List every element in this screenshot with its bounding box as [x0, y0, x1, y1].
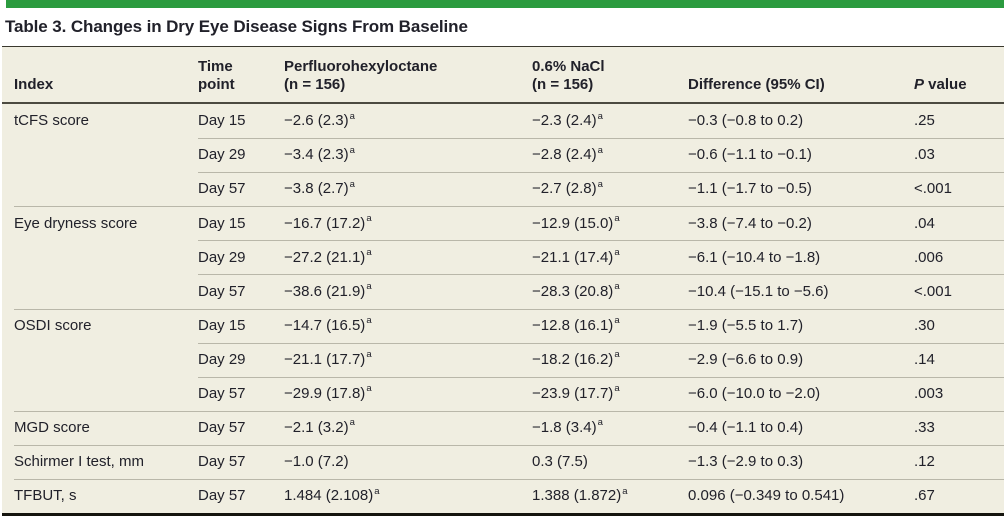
cell-index: [14, 138, 198, 172]
cell-nacl: 1.388 (1.872) a: [532, 479, 688, 513]
table-title: Table 3. Changes in Dry Eye Disease Sign…: [2, 8, 1004, 47]
accent-bar: [6, 0, 1004, 8]
cell-p: .003: [914, 376, 1004, 411]
cell-drug: 1.484 (2.108) a: [284, 479, 532, 513]
header-perfluorohexyloctane: Perfluorohexyloctane (n = 156): [284, 57, 438, 94]
cell-nacl: 0.3 (7.5): [532, 444, 688, 479]
cell-p: <.001: [914, 274, 1004, 308]
cell-diff: −10.4 (−15.1 to −5.6): [688, 274, 914, 308]
table-row: Day 29 −3.4 (2.3) a −2.8 (2.4) a −0.6 (−1.1 t…: [2, 138, 1004, 173]
cell-nacl: −1.8 (3.4) a: [532, 410, 688, 445]
table-row: Day 57 −3.8 (2.7) a −2.7 (2.8) a −1.1 (−1.7 t…: [2, 172, 1004, 207]
table-header-row: Index Time point Perfluorohexyloctane (n…: [2, 47, 1004, 104]
cell-drug: −29.9 (17.8) a: [284, 376, 532, 411]
table-row: Schirmer I test, mm Day 57 −1.0 (7.2) 0.3 (…: [2, 444, 1004, 480]
cell-index: OSDI score: [14, 308, 198, 343]
cell-p: .33: [914, 410, 1004, 445]
cell-diff: −1.1 (−1.7 to −0.5): [688, 172, 914, 206]
table-row: Day 57 −29.9 (17.8) a −23.9 (17.7) a −6.0 (−1…: [2, 376, 1004, 411]
cell-p: .12: [914, 444, 1004, 479]
table-row: Eye dryness score Day 15 −16.7 (17.2) a −12.…: [2, 206, 1004, 241]
cell-index: [14, 377, 198, 411]
cell-drug: −21.1 (17.7) a: [284, 342, 532, 377]
cell-drug: −2.1 (3.2) a: [284, 410, 532, 445]
table-row: Day 29 −21.1 (17.7) a −18.2 (16.2) a −2.9 (−6…: [2, 342, 1004, 377]
table-row: Day 29 −27.2 (21.1) a −21.1 (17.4) a −6.1 (−1…: [2, 240, 1004, 275]
cell-diff: −0.4 (−1.1 to 0.4): [688, 410, 914, 445]
cell-index: Eye dryness score: [14, 206, 198, 240]
cell-p: .30: [914, 308, 1004, 343]
cell-nacl: −23.9 (17.7) a: [532, 376, 688, 411]
header-nacl: 0.6% NaCl (n = 156): [532, 57, 605, 94]
header-index: Index: [14, 76, 54, 94]
cell-nacl: −28.3 (20.8) a: [532, 274, 688, 308]
cell-diff: −0.3 (−0.8 to 0.2): [688, 112, 804, 130]
cell-time: Day 29: [198, 138, 284, 172]
cell-index: [14, 274, 198, 308]
cell-diff: −3.8 (−7.4 to −0.2): [688, 206, 914, 240]
cell-p: .67: [914, 479, 1004, 513]
cell-nacl: −2.8 (2.4) a: [532, 138, 688, 172]
cell-index: Schirmer I test, mm: [14, 444, 198, 479]
cell-drug: −1.0 (7.2): [284, 444, 532, 479]
cell-diff: 0.096 (−0.349 to 0.541): [688, 479, 914, 513]
cell-p: .03: [914, 138, 1004, 172]
table-row: Day 57 −38.6 (21.9) a −28.3 (20.8) a −10.4 (−…: [2, 274, 1004, 309]
cell-diff: −1.3 (−2.9 to 0.3): [688, 444, 914, 479]
cell-time: Day 57: [198, 376, 284, 411]
cell-time: Day 57: [198, 479, 284, 513]
cell-drug: −16.7 (17.2) a: [284, 206, 532, 240]
cell-drug: −38.6 (21.9) a: [284, 274, 532, 308]
data-table: Index Time point Perfluorohexyloctane (n…: [2, 47, 1004, 517]
cell-nacl: −12.8 (16.1) a: [532, 308, 688, 343]
cell-time: Day 57: [198, 410, 284, 445]
cell-p: <.001: [914, 172, 1004, 206]
cell-p: .25: [914, 112, 935, 130]
cell-time: Day 29: [198, 342, 284, 377]
header-difference: Difference (95% CI): [688, 76, 825, 94]
cell-index: [14, 343, 198, 377]
table-body: tCFS score Day 15 −2.6 (2.3) a −2.3 (2.4) a −0…: [2, 104, 1004, 514]
cell-p: .006: [914, 240, 1004, 274]
cell-time: Day 15: [198, 112, 246, 130]
cell-diff: −1.9 (−5.5 to 1.7): [688, 308, 914, 343]
cell-drug: −3.4 (2.3) a: [284, 138, 532, 172]
cell-time: Day 15: [198, 206, 284, 240]
header-time-point: Time point: [198, 57, 235, 94]
p-value-italic: P: [914, 76, 925, 94]
cell-index: [14, 240, 198, 274]
cell-diff: −2.9 (−6.6 to 0.9): [688, 342, 914, 377]
cell-time: Day 57: [198, 274, 284, 308]
cell-time: Day 57: [198, 444, 284, 479]
cell-diff: −0.6 (−1.1 to −0.1): [688, 138, 914, 172]
cell-index: [14, 172, 198, 206]
cell-index: MGD score: [14, 410, 198, 445]
cell-drug: −14.7 (16.5) a: [284, 308, 532, 343]
p-value-rest: value: [924, 76, 967, 94]
table-row: tCFS score Day 15 −2.6 (2.3) a −2.3 (2.4) a −0…: [2, 104, 1004, 139]
cell-drug: −3.8 (2.7) a: [284, 172, 532, 206]
cell-diff: −6.0 (−10.0 to −2.0): [688, 376, 914, 411]
cell-p: .14: [914, 342, 1004, 377]
cell-nacl: −18.2 (16.2) a: [532, 342, 688, 377]
table-row: MGD score Day 57 −2.1 (3.2) a −1.8 (3.4) a −0.…: [2, 410, 1004, 445]
cell-nacl: −12.9 (15.0) a: [532, 206, 688, 240]
table-row: OSDI score Day 15 −14.7 (16.5) a −12.8 (16.1…: [2, 308, 1004, 343]
cell-nacl: −21.1 (17.4) a: [532, 240, 688, 274]
cell-nacl: −2.7 (2.8) a: [532, 172, 688, 206]
table-row: TFBUT, s Day 57 1.484 (2.108) a 1.388 (1.872…: [2, 479, 1004, 514]
cell-drug: −2.6 (2.3) a: [284, 110, 355, 130]
header-p-value: P value: [914, 76, 1004, 95]
cell-diff: −6.1 (−10.4 to −1.8): [688, 240, 914, 274]
cell-time: Day 29: [198, 240, 284, 274]
cell-index: tCFS score: [14, 112, 90, 130]
cell-p: .04: [914, 206, 1004, 240]
cell-index: TFBUT, s: [14, 479, 198, 513]
cell-time: Day 15: [198, 308, 284, 343]
cell-nacl: −2.3 (2.4) a: [532, 110, 603, 130]
cell-drug: −27.2 (21.1) a: [284, 240, 532, 274]
cell-time: Day 57: [198, 172, 284, 206]
